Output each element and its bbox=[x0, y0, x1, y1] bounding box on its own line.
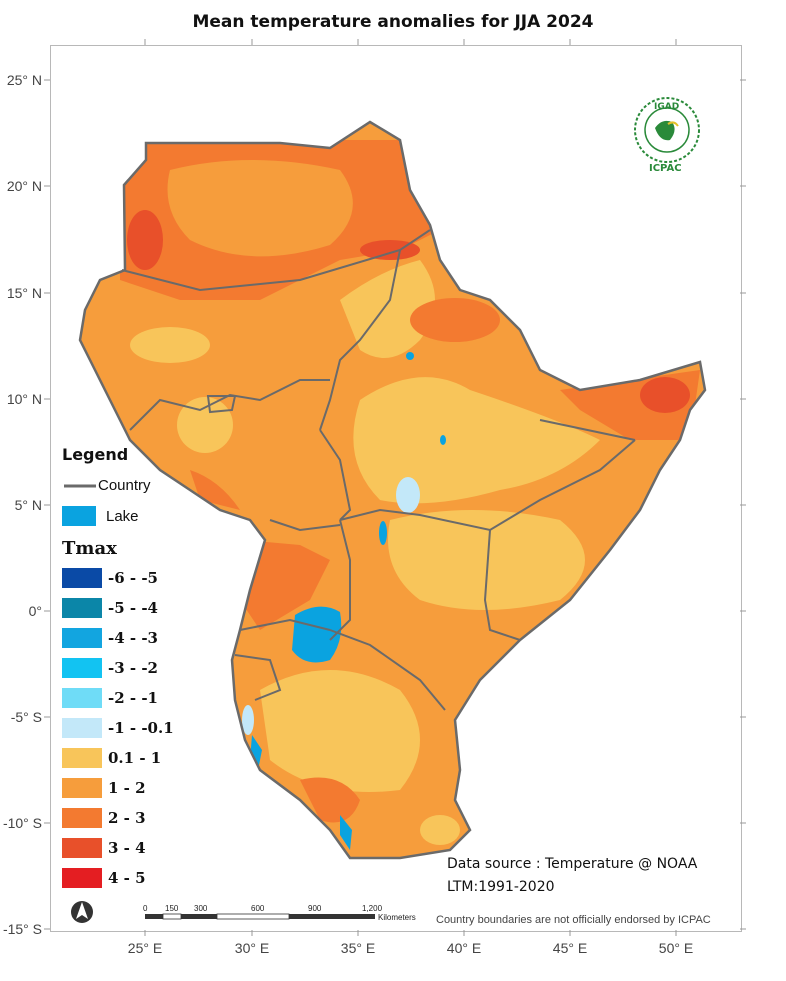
legend-class-label: 3 - 4 bbox=[108, 839, 146, 857]
legend-class-label: -1 - -0.1 bbox=[108, 719, 174, 737]
lon-label-35e: 35° E bbox=[340, 940, 376, 956]
scale-tick-300: 300 bbox=[194, 904, 208, 913]
map-title: Mean temperature anomalies for JJA 2024 bbox=[192, 12, 594, 32]
scale-bar bbox=[145, 913, 375, 920]
country-borders bbox=[121, 229, 636, 711]
legend-class-row: -5 - -4 bbox=[62, 598, 158, 618]
legend-class-swatch bbox=[62, 688, 102, 708]
legend-class-row: -3 - -2 bbox=[62, 658, 158, 678]
lat-label-20n: 20° N bbox=[6, 178, 42, 194]
disclaimer-text: Country boundaries are not officially en… bbox=[436, 914, 711, 926]
lon-label-30e: 30° E bbox=[234, 940, 270, 956]
legend-class-label: -3 - -2 bbox=[108, 659, 158, 677]
legend-class-row: -1 - -0.1 bbox=[62, 718, 174, 738]
legend-class-row: 0.1 - 1 bbox=[62, 748, 161, 768]
legend-class-row: 1 - 2 bbox=[62, 778, 146, 798]
legend-class-label: -4 - -3 bbox=[108, 629, 158, 647]
country-outline bbox=[78, 120, 707, 860]
legend-class-swatch bbox=[62, 838, 102, 858]
legend-class-row: -6 - -5 bbox=[62, 568, 158, 588]
legend-class-row: 3 - 4 bbox=[62, 838, 146, 858]
legend-class-swatch bbox=[62, 598, 102, 618]
legend-class-row: 2 - 3 bbox=[62, 808, 146, 828]
legend-tmax-title: Tmax bbox=[62, 538, 117, 559]
lat-label-25n: 25° N bbox=[6, 72, 42, 88]
legend-country-label: Country bbox=[98, 477, 151, 494]
legend-lake-row: Lake bbox=[62, 506, 139, 526]
legend-class-row: -4 - -3 bbox=[62, 628, 158, 648]
scale-unit: Kilometers bbox=[378, 913, 416, 922]
lat-label-10n: 10° N bbox=[6, 391, 42, 407]
lon-label-45e: 45° E bbox=[552, 940, 588, 956]
legend-country-row: Country bbox=[62, 477, 151, 494]
legend-class-swatch bbox=[62, 628, 102, 648]
icpac-logo bbox=[634, 97, 700, 163]
legend-class-label: -5 - -4 bbox=[108, 599, 158, 617]
lon-label-25e: 25° E bbox=[127, 940, 163, 956]
lat-label-15s: -15° S bbox=[2, 921, 42, 937]
lon-label-40e: 40° E bbox=[446, 940, 482, 956]
country-line-icon bbox=[64, 484, 96, 487]
scale-tick-0: 0 bbox=[143, 904, 148, 913]
legend-lake-label: Lake bbox=[106, 507, 139, 525]
lat-label-5s: -5° S bbox=[10, 709, 42, 725]
legend-class-swatch bbox=[62, 808, 102, 828]
legend-class-swatch bbox=[62, 778, 102, 798]
scale-tick-1200: 1,200 bbox=[362, 904, 383, 913]
legend-class-label: 0.1 - 1 bbox=[108, 749, 162, 767]
data-source-text: Data source : Temperature @ NOAA bbox=[447, 856, 698, 872]
scale-tick-150: 150 bbox=[165, 904, 179, 913]
scale-tick-600: 600 bbox=[251, 904, 265, 913]
logo-icpac-text: ICPAC bbox=[649, 163, 682, 174]
lat-label-5n: 5° N bbox=[14, 497, 42, 513]
legend-class-swatch bbox=[62, 748, 102, 768]
lake-swatch bbox=[62, 506, 96, 526]
legend-title: Legend bbox=[62, 445, 129, 464]
legend-class-swatch bbox=[62, 568, 102, 588]
legend-class-label: 2 - 3 bbox=[108, 809, 146, 827]
lat-label-0: 0° bbox=[28, 603, 42, 619]
legend-class-label: -2 - -1 bbox=[108, 689, 158, 707]
legend-class-row: 4 - 5 bbox=[62, 868, 146, 888]
legend-class-swatch bbox=[62, 658, 102, 678]
logo-igad-text: IGAD bbox=[654, 102, 680, 112]
scale-tick-900: 900 bbox=[308, 904, 322, 913]
legend-class-row: -2 - -1 bbox=[62, 688, 158, 708]
lat-label-15n: 15° N bbox=[6, 285, 42, 301]
north-arrow-icon bbox=[71, 901, 93, 923]
legend-class-label: -6 - -5 bbox=[108, 569, 158, 587]
temperature-field bbox=[80, 122, 705, 858]
ltm-text: LTM:1991-2020 bbox=[447, 879, 555, 895]
legend-class-label: 1 - 2 bbox=[108, 779, 146, 797]
legend-class-swatch bbox=[62, 718, 102, 738]
lat-label-10s: -10° S bbox=[2, 815, 42, 831]
legend-class-swatch bbox=[62, 868, 102, 888]
legend-class-label: 4 - 5 bbox=[108, 869, 146, 887]
lon-label-50e: 50° E bbox=[658, 940, 694, 956]
